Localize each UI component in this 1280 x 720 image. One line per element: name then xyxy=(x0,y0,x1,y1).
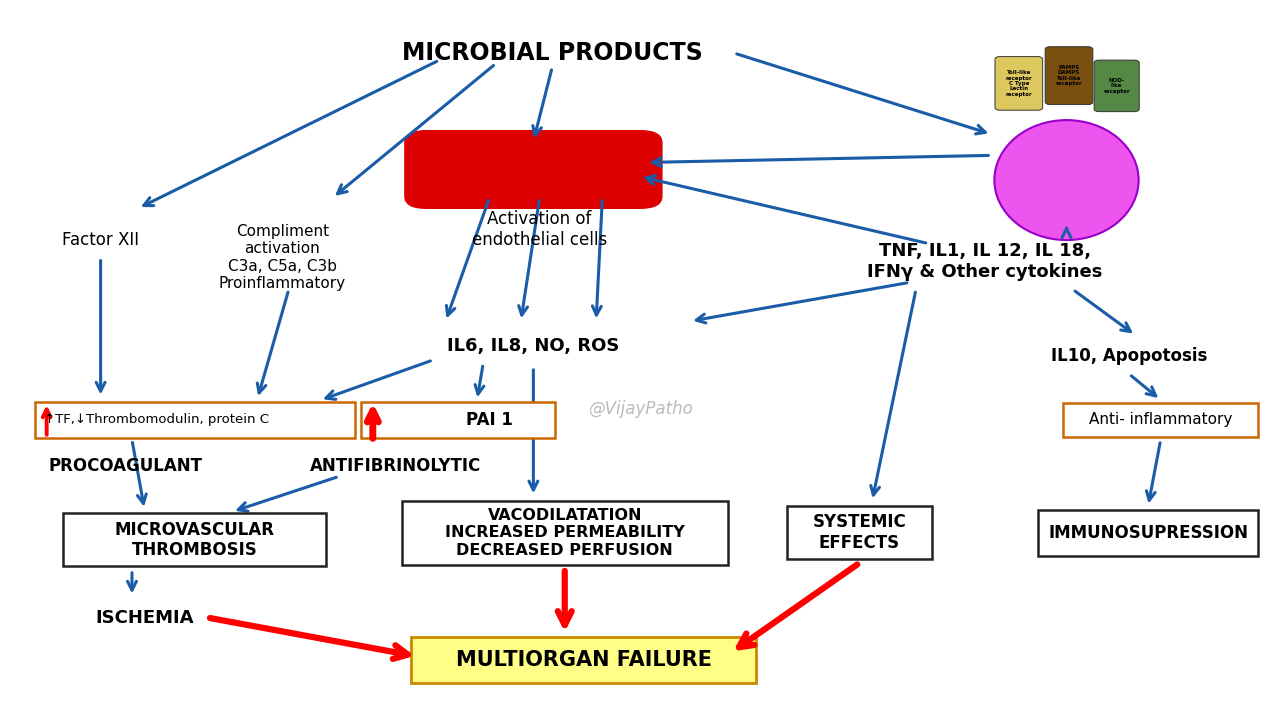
FancyBboxPatch shape xyxy=(1064,403,1258,436)
Text: MULTIORGAN FAILURE: MULTIORGAN FAILURE xyxy=(456,650,712,670)
Text: SYSTEMIC
EFFECTS: SYSTEMIC EFFECTS xyxy=(813,513,906,552)
FancyBboxPatch shape xyxy=(361,402,556,438)
Text: MICROBIAL PRODUCTS: MICROBIAL PRODUCTS xyxy=(402,41,703,65)
Text: PROCOAGULANT: PROCOAGULANT xyxy=(49,457,202,475)
Text: ↑TF,↓Thrombomodulin, protein C: ↑TF,↓Thrombomodulin, protein C xyxy=(44,413,269,426)
Text: Activation of
endothelial cells: Activation of endothelial cells xyxy=(472,210,607,249)
FancyBboxPatch shape xyxy=(35,402,355,438)
FancyBboxPatch shape xyxy=(411,637,756,683)
Text: MICROVASCULAR
THROMBOSIS: MICROVASCULAR THROMBOSIS xyxy=(115,521,275,559)
Text: IL6, IL8, NO, ROS: IL6, IL8, NO, ROS xyxy=(447,337,620,355)
Text: ANTIFIBRINOLYTIC: ANTIFIBRINOLYTIC xyxy=(310,457,481,475)
Text: PAI 1: PAI 1 xyxy=(466,411,513,429)
FancyBboxPatch shape xyxy=(404,130,663,209)
Text: Anti- inflammatory: Anti- inflammatory xyxy=(1089,413,1233,428)
Text: IL10, Apopotosis: IL10, Apopotosis xyxy=(1051,348,1207,366)
FancyBboxPatch shape xyxy=(402,501,728,564)
FancyBboxPatch shape xyxy=(63,513,326,567)
Text: @VijayPatho: @VijayPatho xyxy=(588,400,692,418)
Text: PAMPS
DAMPS
Toll-like
receptor: PAMPS DAMPS Toll-like receptor xyxy=(1056,65,1083,86)
FancyBboxPatch shape xyxy=(1038,510,1258,556)
Text: Toll-like
receptor
C Type
Lectin
receptor: Toll-like receptor C Type Lectin recepto… xyxy=(1006,70,1032,96)
Text: NOD-
like
receptor: NOD- like receptor xyxy=(1103,78,1130,94)
Text: Compliment
activation
C3a, C5a, C3b
Proinflammatory: Compliment activation C3a, C5a, C3b Proi… xyxy=(219,224,346,292)
FancyBboxPatch shape xyxy=(1046,47,1093,104)
Text: TNF, IL1, IL 12, IL 18,
IFNγ & Other cytokines: TNF, IL1, IL 12, IL 18, IFNγ & Other cyt… xyxy=(868,242,1102,281)
FancyBboxPatch shape xyxy=(787,506,932,559)
FancyBboxPatch shape xyxy=(1094,60,1139,112)
FancyBboxPatch shape xyxy=(995,57,1043,110)
Text: VACODILATATION
INCREASED PERMEABILITY
DECREASED PERFUSION: VACODILATATION INCREASED PERMEABILITY DE… xyxy=(445,508,685,558)
Text: Factor XII: Factor XII xyxy=(61,231,140,249)
Ellipse shape xyxy=(995,120,1139,240)
Text: IMMUNOSUPRESSION: IMMUNOSUPRESSION xyxy=(1048,524,1248,542)
Text: ISCHEMIA: ISCHEMIA xyxy=(95,608,193,626)
